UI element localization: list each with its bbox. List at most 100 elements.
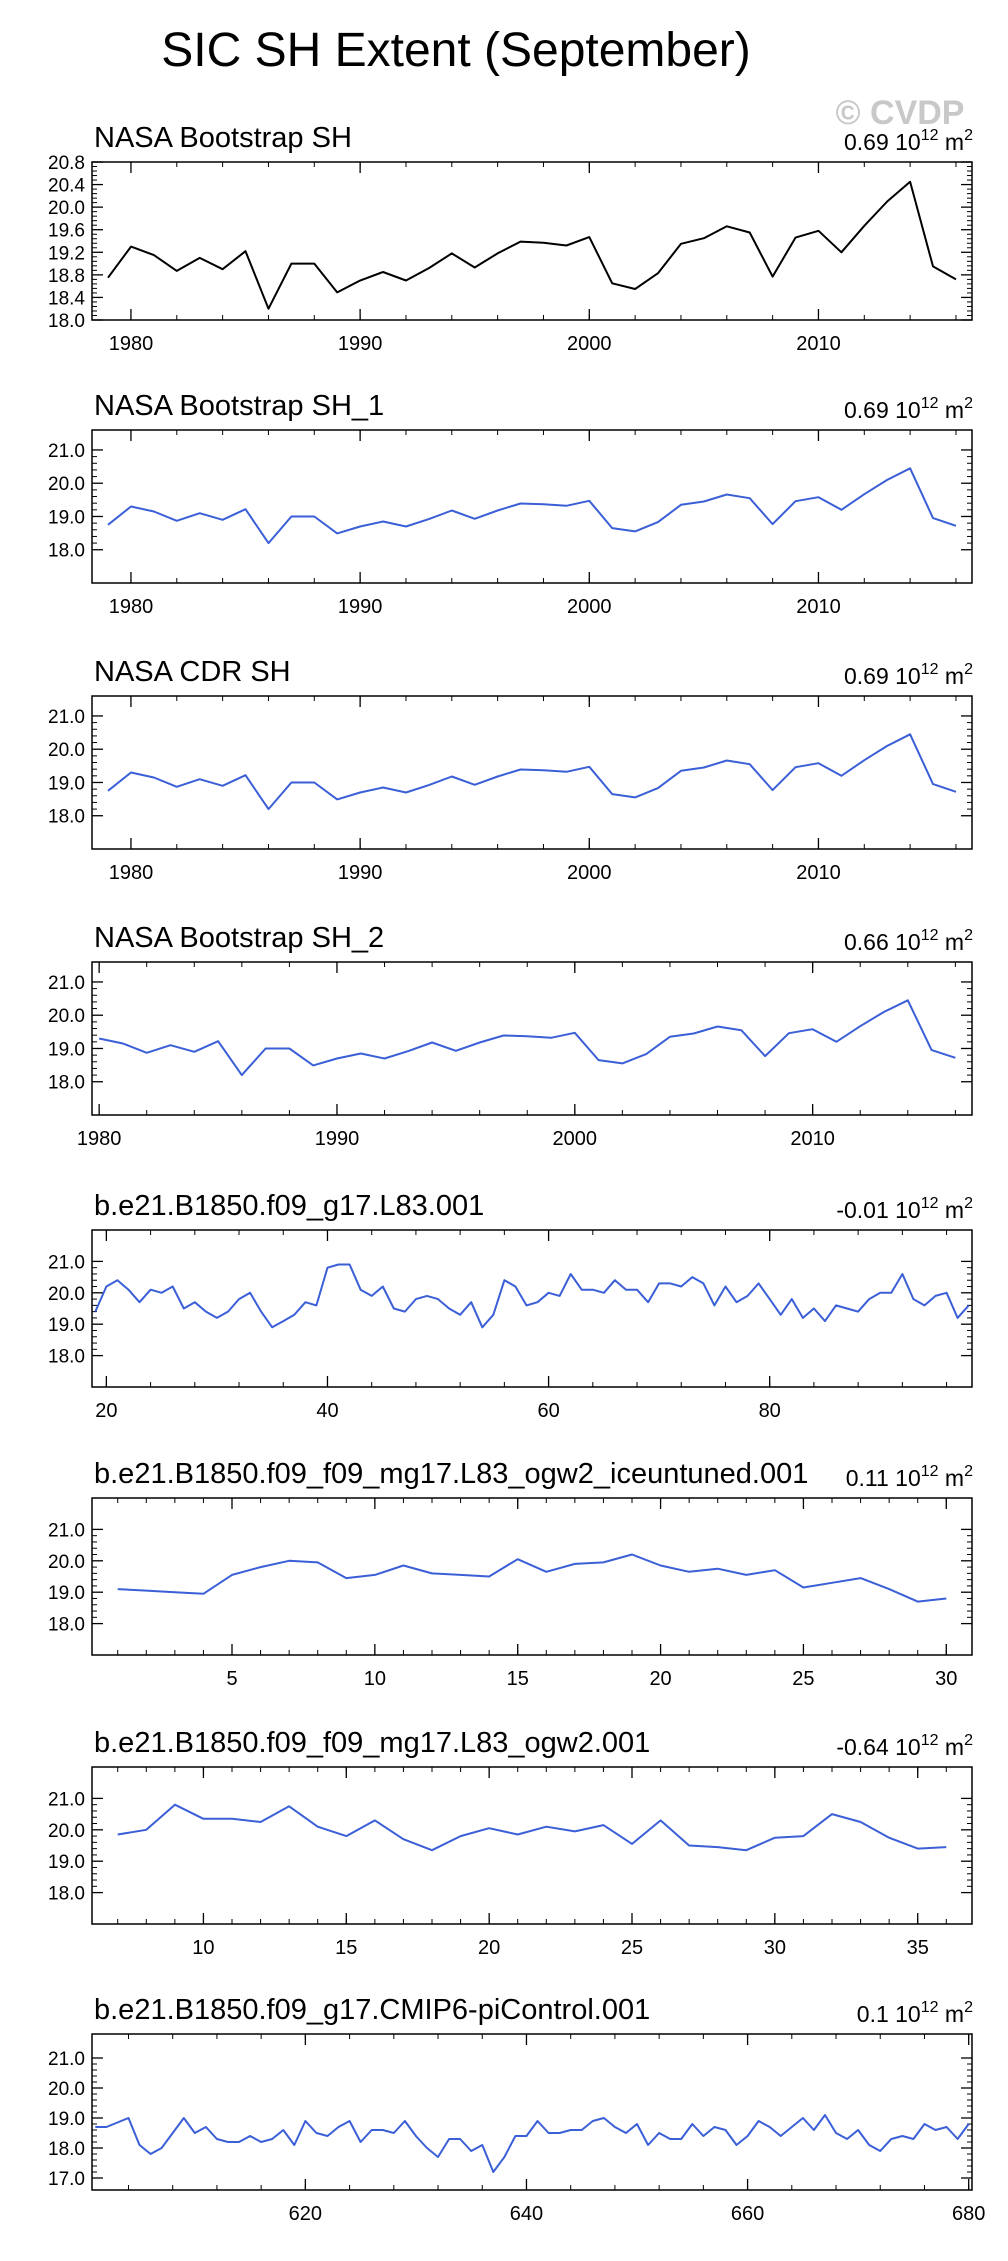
trend-value: -0.01 10 bbox=[836, 1197, 920, 1223]
trend-label: 0.66 1012 m2 bbox=[844, 927, 973, 955]
y-tick-label: 20.0 bbox=[48, 198, 85, 219]
y-tick-label: 20.0 bbox=[48, 474, 85, 495]
x-tick-label: 1980 bbox=[77, 1128, 122, 1150]
trend-value: 0.66 10 bbox=[844, 929, 921, 955]
trend-unit: m bbox=[939, 2001, 965, 2027]
trend-exponent: 12 bbox=[921, 661, 939, 678]
x-tick-label: 20 bbox=[478, 1937, 500, 1959]
trend-exponent: 12 bbox=[921, 927, 939, 944]
y-tick-label: 18.0 bbox=[48, 541, 85, 562]
trend-label: 0.69 1012 m2 bbox=[844, 661, 973, 689]
series-line bbox=[117, 1553, 947, 1603]
panel-title: b.e21.B1850.f09_f09_mg17.L83_ogw2_iceunt… bbox=[94, 1458, 808, 1490]
x-tick-label: 1990 bbox=[315, 1128, 360, 1150]
x-tick-label: 680 bbox=[952, 2203, 985, 2225]
panel-7: b.e21.B1850.f09_f09_mg17.L83_ogw2.001 -0.… bbox=[48, 1727, 973, 1959]
y-tick-label: 19.0 bbox=[48, 773, 85, 794]
x-tick-label: 660 bbox=[731, 2203, 764, 2225]
y-tick-label: 18.0 bbox=[48, 1347, 85, 1368]
x-tick-label: 30 bbox=[764, 1937, 786, 1959]
x-tick-label: 620 bbox=[289, 2203, 322, 2225]
panel-4: NASA Bootstrap SH_2 0.66 1012 m2 18.0 19.0 2… bbox=[48, 922, 973, 1150]
panel-title: NASA Bootstrap SH_1 bbox=[94, 390, 384, 422]
y-tick-label: 19.0 bbox=[48, 1583, 85, 1604]
trend-value: 0.11 10 bbox=[846, 1465, 921, 1491]
panel-title: b.e21.B1850.f09_g17.L83.001 bbox=[94, 1190, 484, 1222]
x-tick-label: 30 bbox=[935, 1668, 957, 1690]
trend-unit: m bbox=[939, 663, 965, 689]
trend-unit: m bbox=[939, 129, 965, 155]
trend-unit-exponent: 2 bbox=[964, 1732, 973, 1749]
trend-label: 0.69 1012 m2 bbox=[844, 127, 973, 155]
x-tick-label: 2000 bbox=[567, 862, 612, 884]
series-line bbox=[107, 180, 957, 310]
x-tick-label: 1980 bbox=[109, 862, 154, 884]
x-tick-label: 10 bbox=[192, 1937, 214, 1959]
x-tick-label: 60 bbox=[537, 1400, 559, 1422]
y-tick-label: 20.8 bbox=[48, 153, 85, 174]
y-tick-label: 18.4 bbox=[48, 288, 85, 309]
x-tick-label: 2010 bbox=[796, 596, 841, 618]
plot-frame bbox=[91, 961, 973, 1116]
y-tick-label: 19.2 bbox=[48, 243, 85, 264]
trend-unit-exponent: 2 bbox=[964, 1463, 973, 1480]
y-tick-label: 20.0 bbox=[48, 1821, 85, 1842]
x-tick-label: 1980 bbox=[109, 333, 154, 355]
y-tick-label: 19.0 bbox=[48, 1852, 85, 1873]
panel-title: NASA Bootstrap SH bbox=[94, 122, 352, 154]
x-tick-label: 15 bbox=[335, 1937, 357, 1959]
panel-3: NASA CDR SH 0.69 1012 m2 18.0 19.0 20.0 21.0 1… bbox=[48, 656, 973, 884]
y-tick-label: 20.0 bbox=[48, 740, 85, 761]
trend-unit-exponent: 2 bbox=[964, 1195, 973, 1212]
y-tick-label: 18.0 bbox=[48, 1615, 85, 1636]
x-tick-label: 1990 bbox=[338, 333, 383, 355]
series-line bbox=[117, 1803, 947, 1852]
x-tick-label: 80 bbox=[759, 1400, 781, 1422]
x-tick-label: 35 bbox=[907, 1937, 929, 1959]
trend-value: 0.69 10 bbox=[844, 129, 921, 155]
trend-unit: m bbox=[939, 1734, 965, 1760]
x-tick-label: 25 bbox=[792, 1668, 814, 1690]
y-tick-label: 19.0 bbox=[48, 1315, 85, 1336]
y-tick-label: 18.0 bbox=[48, 311, 85, 332]
chart-panels: NASA Bootstrap SH 0.69 1012 m218.018.418.… bbox=[48, 122, 985, 2225]
y-tick-label: 18.8 bbox=[48, 266, 85, 287]
y-tick-label: 17.0 bbox=[48, 2169, 85, 2190]
trend-exponent: 12 bbox=[921, 127, 939, 144]
plot-frame bbox=[91, 695, 973, 850]
plot-frame bbox=[91, 2033, 973, 2191]
x-tick-label: 2010 bbox=[796, 862, 841, 884]
trend-value: -0.64 10 bbox=[836, 1734, 920, 1760]
panel-2: NASA Bootstrap SH_1 0.69 1012 m2 18.0 19.0 2… bbox=[48, 390, 973, 618]
x-tick-label: 2000 bbox=[567, 596, 612, 618]
y-tick-label: 20.0 bbox=[48, 1552, 85, 1573]
trend-unit: m bbox=[939, 929, 965, 955]
trend-label: 0.1 1012 m2 bbox=[857, 1999, 973, 2027]
trend-exponent: 12 bbox=[921, 1463, 939, 1480]
series-line bbox=[95, 2114, 970, 2173]
x-tick-label: 2000 bbox=[567, 333, 612, 355]
y-tick-label: 21.0 bbox=[48, 2049, 85, 2070]
series-line bbox=[94, 1263, 970, 1329]
trend-unit: m bbox=[939, 397, 965, 423]
x-tick-label: 20 bbox=[649, 1668, 671, 1690]
panel-5: b.e21.B1850.f09_g17.L83.001 -0.01 1012 m2… bbox=[48, 1190, 973, 1422]
y-tick-label: 19.0 bbox=[48, 2109, 85, 2130]
x-tick-label: 20 bbox=[95, 1400, 117, 1422]
y-tick-label: 21.0 bbox=[48, 973, 85, 994]
panel-8: b.e21.B1850.f09_g17.CMIP6-piControl.001 0… bbox=[48, 1994, 985, 2225]
trend-unit-exponent: 2 bbox=[964, 395, 973, 412]
trend-exponent: 12 bbox=[921, 1732, 939, 1749]
y-tick-label: 21.0 bbox=[48, 1789, 85, 1810]
x-tick-label: 5 bbox=[226, 1668, 237, 1690]
y-tick-label: 20.0 bbox=[48, 1006, 85, 1027]
trend-unit-exponent: 2 bbox=[964, 1999, 973, 2016]
y-tick-label: 21.0 bbox=[48, 441, 85, 462]
trend-unit-exponent: 2 bbox=[964, 661, 973, 678]
x-tick-label: 1990 bbox=[338, 596, 383, 618]
panel-title: b.e21.B1850.f09_f09_mg17.L83_ogw2.001 bbox=[94, 1727, 650, 1759]
x-tick-label: 2000 bbox=[553, 1128, 598, 1150]
x-tick-label: 40 bbox=[316, 1400, 338, 1422]
trend-label: -0.64 1012 m2 bbox=[836, 1732, 973, 1760]
